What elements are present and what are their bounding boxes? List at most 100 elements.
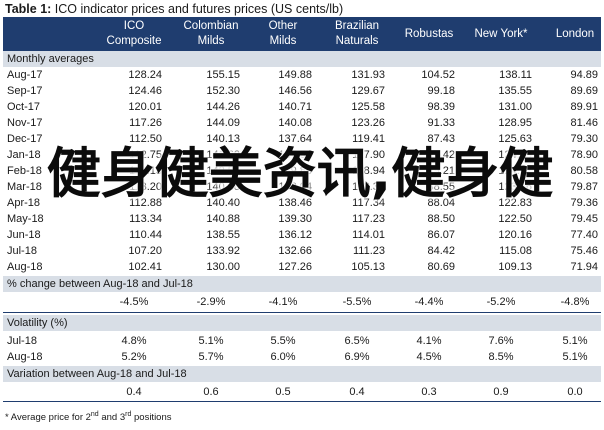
cell-value: 135.55 — [498, 85, 532, 97]
cell-value: 124.72 — [498, 165, 532, 177]
table-title: Table 1: ICO indicator prices and future… — [5, 2, 343, 16]
cell-value: -5.2% — [486, 296, 516, 308]
cell-value: 80.58 — [570, 165, 598, 177]
table-row: Nov-17 117.26 144.09 140.08 123.26 91.33 128.9… — [3, 115, 601, 131]
cell-value: 112.50 — [129, 133, 162, 145]
cell-value: 124.46 — [128, 85, 162, 97]
row-label: Apr-18 — [7, 197, 41, 209]
column-header-line2: Robustas — [404, 27, 454, 40]
footnote-sup-2: rd — [125, 411, 132, 418]
column-header-line2: Naturals — [335, 35, 379, 47]
cell-value: 88.42 — [427, 149, 455, 161]
cell-value: 144.09 — [206, 117, 240, 129]
cell-value: 128.95 — [498, 117, 532, 129]
column-header: Other Milds — [243, 17, 323, 51]
column-header-line2: New York* — [474, 27, 528, 40]
cell-value: 144.26 — [206, 101, 240, 113]
column-header-line1: Other — [268, 20, 298, 32]
cell-value: 139.86 — [278, 165, 312, 177]
cell-value: 79.45 — [570, 213, 598, 225]
column-header: Robustas — [389, 17, 469, 51]
cell-value: 0.0 — [567, 386, 583, 398]
cell-value: 75.46 — [570, 245, 598, 257]
cell-value: 91.33 — [427, 117, 455, 129]
cell-value: 112.88 — [129, 197, 162, 209]
cell-value: 122.83 — [498, 197, 532, 209]
cell-value: 131.00 — [498, 101, 532, 113]
row-label: Sep-17 — [7, 85, 43, 97]
cell-value: 129.67 — [351, 85, 385, 97]
footnote-text-a: * Average price for 2 — [5, 412, 91, 424]
cell-value: 140.71 — [278, 101, 312, 113]
column-header-line1: ICO — [123, 20, 145, 32]
cell-value: 5.7% — [198, 351, 224, 363]
table-row: Feb-18 114.15 142.56 139.86 118.94 89.21 124.7… — [3, 163, 601, 179]
table-row: May-18 113.34 140.88 139.30 117.23 88.50 122.5… — [3, 211, 601, 227]
column-header-line2: London — [555, 27, 595, 40]
divider — [3, 401, 601, 402]
column-header-line2: Milds — [269, 35, 297, 47]
cell-value: 117.90 — [352, 149, 385, 161]
cell-value: 114.15 — [129, 165, 162, 177]
cell-value: 112.75 — [129, 149, 162, 161]
table-row: Jul-18 4.8% 5.1% 5.5% 6.5% 4.1% 7.6% 5.1% — [3, 333, 601, 349]
footnote-text-c: positions — [131, 412, 172, 424]
cell-value: 5.1% — [562, 335, 588, 347]
cell-value: 130.00 — [206, 261, 240, 273]
cell-value: 105.13 — [351, 261, 385, 273]
cell-value: 124.35 — [498, 149, 532, 161]
cell-value: 146.56 — [278, 85, 312, 97]
cell-value: 125.63 — [498, 133, 532, 145]
cell-value: 127.26 — [278, 261, 312, 273]
column-header-line1: Colombian — [183, 20, 239, 32]
cell-value: 115.08 — [499, 245, 532, 257]
cell-value: 155.15 — [206, 69, 240, 81]
cell-value: 125.58 — [351, 101, 385, 113]
cell-value: 88.50 — [427, 213, 455, 225]
cell-value: 139.30 — [278, 213, 312, 225]
table-row: Aug-18 102.41 130.00 127.26 105.13 80.69 109.1… — [3, 259, 601, 275]
row-label: Feb-18 — [7, 165, 42, 177]
cell-value: 5.5% — [270, 335, 296, 347]
table-row: Jan-18 112.75 141.62 137.56 117.90 88.42 124.3… — [3, 147, 601, 163]
row-label: Jun-18 — [7, 229, 41, 241]
cell-value: 140.40 — [206, 197, 240, 209]
cell-value: 98.39 — [427, 101, 455, 113]
cell-value: 138.04 — [278, 181, 312, 193]
cell-value: 0.3 — [421, 386, 437, 398]
column-header-line2: Composite — [106, 35, 162, 47]
row-label: Jul-18 — [7, 245, 37, 257]
cell-value: 117.23 — [352, 213, 385, 225]
cell-value: 84.42 — [427, 245, 455, 257]
cell-value: 79.87 — [570, 181, 598, 193]
cell-value: 109.13 — [498, 261, 532, 273]
cell-value: 138.46 — [278, 197, 312, 209]
row-label: Aug-17 — [7, 69, 43, 81]
table-row: Sep-17 124.46 152.30 146.56 129.67 99.18 135.5… — [3, 83, 601, 99]
cell-value: 131.93 — [351, 69, 385, 81]
cell-value: 123.26 — [351, 117, 385, 129]
footnote-text-b: and 3 — [98, 412, 126, 424]
cell-value: 0.4 — [349, 386, 365, 398]
cell-value: -5.5% — [342, 296, 372, 308]
cell-value: 138.55 — [206, 229, 240, 241]
divider — [3, 312, 601, 313]
cell-value: 86.07 — [427, 229, 455, 241]
cell-value: 88.04 — [427, 197, 455, 209]
cell-value: 4.1% — [416, 335, 442, 347]
table-row: Aug-18 5.2% 5.7% 6.0% 6.9% 4.5% 8.5% 5.1% — [3, 349, 601, 365]
cell-value: 89.69 — [570, 85, 598, 97]
cell-value: 71.94 — [570, 261, 598, 273]
cell-value: 79.36 — [570, 197, 598, 209]
cell-value: 117.34 — [352, 197, 385, 209]
cell-value: 120.16 — [498, 229, 532, 241]
cell-value: 136.12 — [278, 229, 312, 241]
cell-value: -4.1% — [268, 296, 298, 308]
cell-value: 88.55 — [427, 181, 455, 193]
row-label: Mar-18 — [7, 181, 42, 193]
cell-value: 114.01 — [352, 229, 385, 241]
cell-value: 110.44 — [129, 229, 162, 241]
row-label: Jan-18 — [7, 149, 41, 161]
row-label: Nov-17 — [7, 117, 43, 129]
cell-value: 0.6 — [203, 386, 219, 398]
